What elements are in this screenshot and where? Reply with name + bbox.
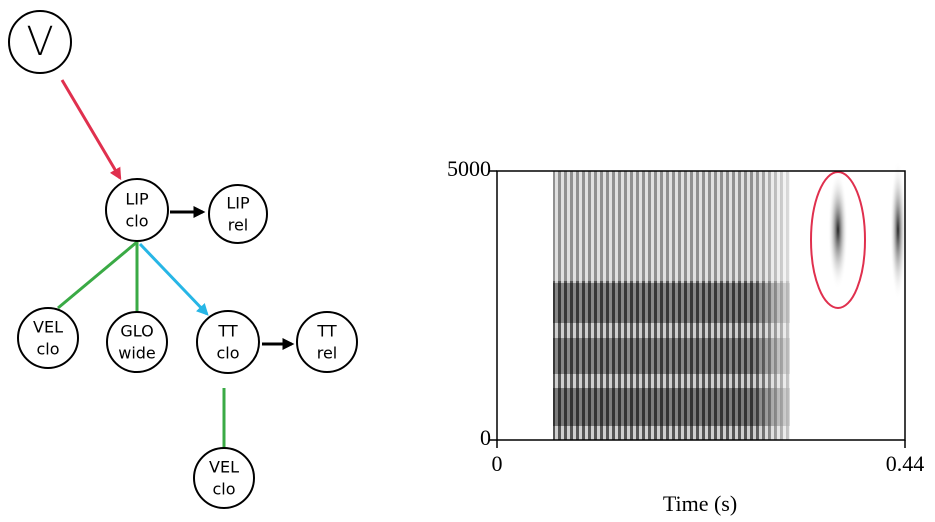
node-label: LIP [125,190,149,209]
node-label: clo [125,212,148,231]
node-label: rel [228,216,249,235]
node-circle [8,10,72,74]
x-axis-label: Time (s) [663,491,737,516]
node-label: VEL [209,458,239,477]
nodes: V LIP clo LIP rel VEL clo GLO wide TT clo TT rel VEL c… [8,10,358,509]
node: TT clo [196,310,260,374]
node-circle [193,447,255,509]
node-circle [208,184,268,244]
node-circle [105,178,169,242]
node: TT rel [296,311,358,373]
node-label: V [26,19,53,65]
node-circle [296,311,358,373]
node-label: TT [217,322,237,341]
edge [138,242,209,316]
node-label: TT [316,322,336,341]
highlight-ellipse [810,171,866,309]
node-circle [196,310,260,374]
node: LIP rel [208,184,268,244]
node: GLO wide [106,311,168,373]
x-tick-label: 0 [492,451,503,476]
plot-frame [496,170,906,441]
node: V [8,10,72,74]
node-label: clo [212,480,235,499]
edges [57,79,295,448]
axis: Time (s) 0 5000 0 0.44 [447,156,924,516]
node-label: wide [118,344,156,363]
x-tick-label: 0.44 [886,451,925,476]
edge [60,79,122,181]
spectrogram-fade [553,171,790,440]
node: LIP clo [105,178,169,242]
node-label: rel [317,344,338,363]
node-label: LIP [226,194,250,213]
burst [828,170,848,290]
burst [890,160,906,300]
node-circle [106,311,168,373]
node: VEL clo [193,447,255,509]
spectrogram [496,160,906,441]
node-label: clo [216,344,239,363]
node-label: GLO [120,322,153,341]
node-label: VEL [33,318,63,337]
node-label: clo [36,340,59,359]
node: VEL clo [17,307,79,369]
node-circle [17,307,79,369]
edge [57,240,138,310]
y-tick-label: 0 [480,425,491,450]
y-tick-label: 5000 [447,156,491,181]
